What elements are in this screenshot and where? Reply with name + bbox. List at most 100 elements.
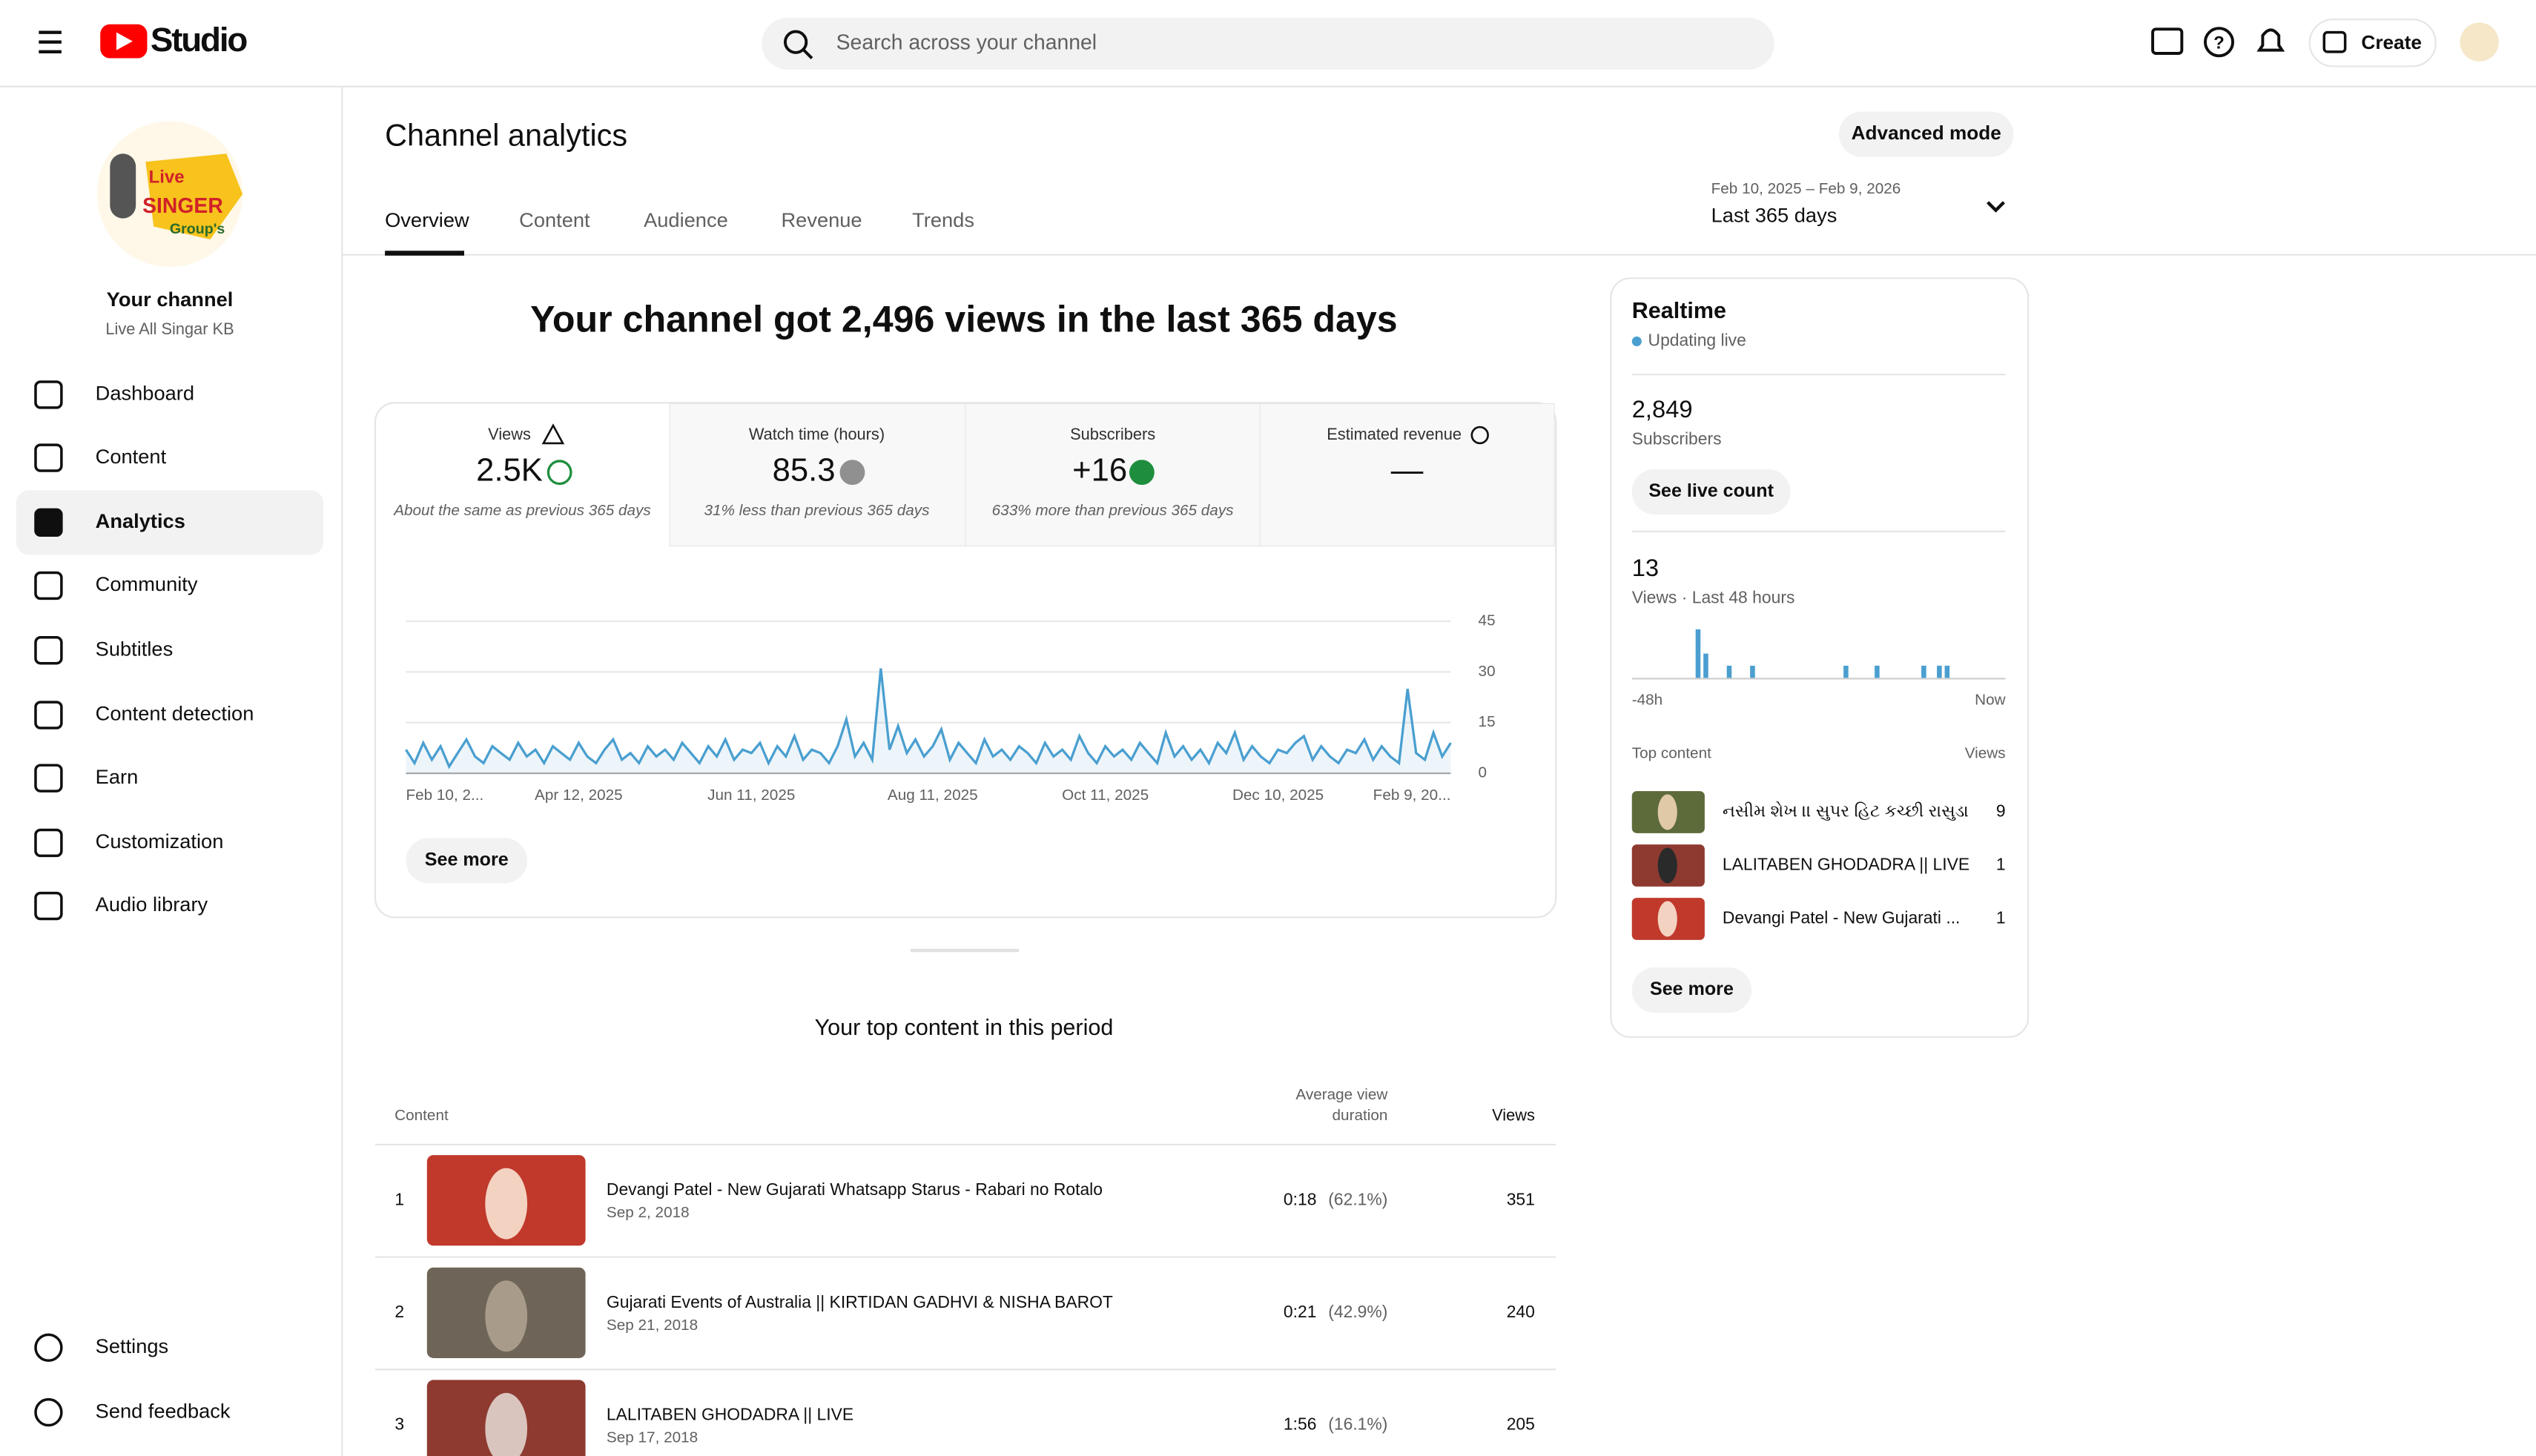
tab[interactable]: Content	[519, 208, 590, 231]
realtime-status: Updating live	[1648, 330, 1746, 349]
nav-icon	[34, 891, 63, 921]
bar	[1695, 629, 1701, 678]
advanced-button[interactable]	[1838, 111, 2014, 157]
realtime-views-label: Views · Last 48 hours	[1632, 587, 1795, 606]
views: 1	[1996, 908, 2006, 927]
thumbnail-figure	[1657, 901, 1677, 937]
bar	[1726, 665, 1732, 678]
bar	[1921, 665, 1926, 678]
video-title[interactable]: Devangi Patel - New Gujarati ...	[1723, 908, 1961, 927]
avg-percent: (62.1%)	[1328, 1189, 1387, 1208]
thumbnail-figure	[1657, 794, 1677, 830]
top-label: Top content	[1632, 744, 1711, 761]
video-date: Sep 17, 2018	[607, 1429, 698, 1446]
x-tick-label: Feb 9, 20...	[1373, 787, 1451, 804]
avg-percent: (16.1%)	[1328, 1414, 1387, 1434]
see-more-button[interactable]	[1631, 967, 1752, 1013]
nav-item[interactable]: Settings	[96, 1334, 169, 1357]
tab[interactable]: Trends	[912, 208, 974, 231]
date-period[interactable]: Last 365 days	[1711, 204, 1837, 227]
metric-value: +16	[1072, 453, 1127, 489]
nav-icon	[34, 1333, 63, 1362]
metric-note: About the same as previous 365 days	[392, 502, 651, 519]
nav-item[interactable]: Dashboard	[96, 382, 194, 405]
bar	[1937, 665, 1942, 678]
nav-item[interactable]: Community	[96, 572, 198, 595]
nav-item[interactable]: Earn	[96, 765, 139, 788]
menu-button[interactable]	[39, 30, 62, 54]
metric-tab[interactable]	[1259, 403, 1555, 547]
logo-play	[116, 32, 133, 50]
search-box[interactable]	[762, 18, 1774, 70]
logo-text: Studio	[151, 21, 248, 59]
x-tick-label: Dec 10, 2025	[1232, 787, 1324, 804]
video-title[interactable]: Devangi Patel - New Gujarati Whatsapp St…	[607, 1179, 1103, 1199]
metric-note: 31% less than previous 365 days	[704, 502, 929, 519]
tab[interactable]: Overview	[385, 208, 469, 231]
create-label: Create	[2361, 31, 2421, 53]
nav-item[interactable]: Customization	[96, 830, 224, 853]
video-title[interactable]: Gujarati Events of Australia || KIRTIDAN…	[607, 1292, 1113, 1311]
rank: 1	[394, 1189, 404, 1208]
notifications-icon[interactable]	[2256, 28, 2285, 52]
nav-item[interactable]: Audio library	[96, 893, 208, 916]
video-date: Sep 21, 2018	[607, 1317, 698, 1334]
nav-item[interactable]: Content detection	[96, 702, 254, 725]
metric-indicator	[839, 460, 865, 486]
metric-value: —	[1391, 453, 1424, 489]
range-start: -48h	[1632, 691, 1662, 708]
bar	[1703, 653, 1708, 678]
x-tick-label: Oct 11, 2025	[1062, 787, 1149, 804]
nav-icon	[34, 508, 63, 537]
metric-value: 2.5K	[476, 453, 543, 489]
views: 9	[1996, 801, 2006, 821]
tab[interactable]: Audience	[644, 208, 728, 231]
search-placeholder: Search across your channel	[836, 30, 1097, 54]
create-icon	[2322, 30, 2347, 53]
avatar-text: SINGER	[142, 194, 223, 218]
rank: 2	[394, 1302, 404, 1321]
nav-icon	[34, 828, 63, 858]
tab[interactable]: Revenue	[781, 208, 862, 231]
help-icon[interactable]	[2203, 27, 2235, 58]
nav-icon	[34, 1397, 63, 1427]
views: 205	[1507, 1414, 1535, 1434]
realtime-views: 13	[1632, 554, 1659, 581]
realtime-title: Realtime	[1632, 298, 1726, 323]
nav-icon	[34, 636, 63, 665]
live-count-label: See live count	[1648, 480, 1774, 501]
avatar-mic	[110, 153, 136, 219]
live-dot	[1631, 336, 1642, 346]
metric-note: 633% more than previous 365 days	[992, 502, 1234, 519]
video-title[interactable]: નસીમ શેખ ।। સુપર હિટ કચ્છી રાસુડા	[1723, 801, 1969, 821]
metric-label: Estimated revenue	[1327, 425, 1462, 443]
nav-item[interactable]: Analytics	[96, 509, 185, 532]
rank: 3	[394, 1414, 404, 1434]
avg-duration: 0:18	[1284, 1189, 1317, 1208]
avatar-burst	[145, 153, 243, 239]
views: 351	[1507, 1189, 1535, 1208]
bar	[1875, 665, 1880, 678]
nav-item[interactable]: Send feedback	[96, 1399, 231, 1422]
metric-tab[interactable]	[669, 403, 966, 547]
views: 1	[1996, 855, 2006, 874]
messages-icon[interactable]	[2151, 27, 2184, 55]
nav-icon	[34, 701, 63, 729]
account-avatar[interactable]	[2460, 22, 2499, 62]
metric-tab[interactable]	[965, 403, 1262, 547]
table-header: duration	[1333, 1107, 1388, 1124]
video-title[interactable]: LALITABEN GHODADRA || LIVE	[607, 1404, 853, 1423]
metric-indicator	[1129, 460, 1155, 486]
metric-label: Subscribers	[1070, 425, 1155, 443]
nav-item[interactable]: Subtitles	[96, 637, 174, 660]
x-tick-label: Aug 11, 2025	[888, 787, 978, 804]
live-count-button[interactable]	[1631, 469, 1791, 514]
table-header: Content	[394, 1107, 449, 1124]
see-more-button[interactable]	[406, 838, 528, 884]
video-title[interactable]: LALITABEN GHODADRA || LIVE	[1723, 855, 1969, 874]
nav-item[interactable]: Content	[96, 445, 167, 468]
avg-percent: (42.9%)	[1328, 1302, 1387, 1321]
dropdown-chevron[interactable]	[1987, 201, 2005, 213]
